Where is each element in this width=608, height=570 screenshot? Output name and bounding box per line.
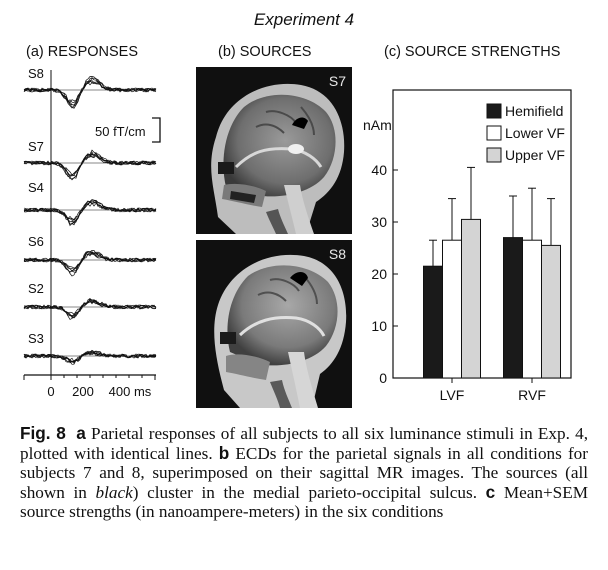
panel-c-title: (c) SOURCE STRENGTHS bbox=[384, 44, 561, 60]
source-strength-chart: 0 10 20 30 40 LVF RVF Hemifield Lower VF Upper V… bbox=[363, 89, 572, 400]
y-tick-label: 30 bbox=[371, 214, 387, 230]
caption-letter-c: c bbox=[485, 481, 496, 502]
y-tick-label: 20 bbox=[371, 266, 387, 282]
response-trace bbox=[24, 298, 157, 320]
response-trace bbox=[23, 79, 157, 103]
subject-label-s3: S3 bbox=[28, 331, 44, 346]
bar bbox=[423, 265, 443, 379]
y-tick-label: 10 bbox=[371, 318, 387, 334]
mri-head-s8 bbox=[214, 254, 347, 408]
time-tick-0: 0 bbox=[47, 384, 54, 399]
response-trace bbox=[23, 76, 157, 109]
response-trace bbox=[23, 81, 157, 103]
subject-label-s2: S2 bbox=[28, 281, 44, 296]
response-trace bbox=[23, 253, 157, 269]
x-category-label: RVF bbox=[518, 387, 546, 400]
mri-label-s8: S8 bbox=[328, 246, 346, 262]
y-axis-unit: nAm bbox=[363, 117, 392, 133]
response-trace bbox=[24, 251, 157, 273]
legend-swatch bbox=[486, 147, 502, 163]
response-trace bbox=[23, 349, 157, 365]
caption-text-c: Mean+SEM source strengths (in nanoampere… bbox=[20, 482, 588, 522]
time-tick-200: 200 bbox=[72, 384, 94, 399]
bar bbox=[461, 218, 481, 379]
response-trace bbox=[23, 199, 157, 227]
caption-text-a: Parietal responses of all subjects to al… bbox=[20, 424, 588, 463]
response-trace bbox=[23, 299, 157, 317]
panel-b-title: (b) SOURCES bbox=[218, 44, 312, 60]
caption-italic-black: black bbox=[95, 482, 133, 502]
legend-label: Upper VF bbox=[505, 147, 565, 163]
chart-axes: 0 10 20 30 40 LVF RVF bbox=[371, 89, 572, 400]
legend-label: Hemifield bbox=[505, 103, 563, 119]
response-trace bbox=[23, 77, 157, 109]
time-tick-400: 400 ms bbox=[109, 384, 152, 399]
response-trace bbox=[23, 349, 157, 365]
caption-letter-a: a bbox=[76, 423, 86, 443]
response-trace bbox=[23, 149, 157, 180]
caption-text-b2: ) cluster in the medial parieto-occipita… bbox=[132, 482, 486, 502]
chart-bars bbox=[423, 166, 561, 379]
figure-caption: Fig. 8 a Parietal responses of all subje… bbox=[20, 423, 588, 522]
response-trace bbox=[23, 249, 157, 277]
subject-label-s8: S8 bbox=[28, 66, 44, 81]
time-ticks bbox=[23, 375, 156, 380]
chart-legend: Hemifield Lower VF Upper VF bbox=[486, 103, 565, 163]
mri-image-s8: S8 bbox=[196, 240, 352, 408]
x-category-label: LVF bbox=[440, 387, 465, 400]
response-traces bbox=[23, 76, 157, 365]
subject-label-s4: S4 bbox=[28, 180, 44, 195]
mri-head-s7 bbox=[211, 83, 345, 234]
bar bbox=[442, 239, 462, 379]
scale-bar-label: 50 fT/cm bbox=[95, 124, 146, 139]
subject-label-s6: S6 bbox=[28, 234, 44, 249]
mri-label-s7: S7 bbox=[328, 73, 346, 89]
experiment-title: Experiment 4 bbox=[253, 10, 355, 29]
caption-letter-b: b bbox=[218, 442, 230, 463]
response-trace bbox=[23, 199, 157, 225]
mri-image-s7: S7 bbox=[196, 67, 352, 234]
subject-label-s7: S7 bbox=[28, 139, 44, 154]
y-tick-label: 0 bbox=[379, 370, 387, 386]
y-tick-label: 40 bbox=[371, 162, 387, 178]
caption-text-b1: ECDs for the parietal signals in all con… bbox=[20, 443, 588, 502]
legend-swatch bbox=[486, 125, 502, 141]
bar bbox=[503, 237, 523, 379]
panel-a-title: (a) RESPONSES bbox=[26, 44, 138, 60]
responses-panel: S8 S7 S4 S6 S2 S3 50 fT/cm 0 200 400 ms bbox=[23, 66, 161, 399]
bar bbox=[541, 244, 561, 379]
scale-bar bbox=[152, 117, 161, 143]
legend-swatch bbox=[486, 103, 502, 119]
caption-fig-label: Fig. 8 bbox=[20, 423, 66, 443]
legend-label: Lower VF bbox=[505, 125, 565, 141]
plot-frame bbox=[392, 89, 572, 379]
bar bbox=[522, 239, 542, 379]
